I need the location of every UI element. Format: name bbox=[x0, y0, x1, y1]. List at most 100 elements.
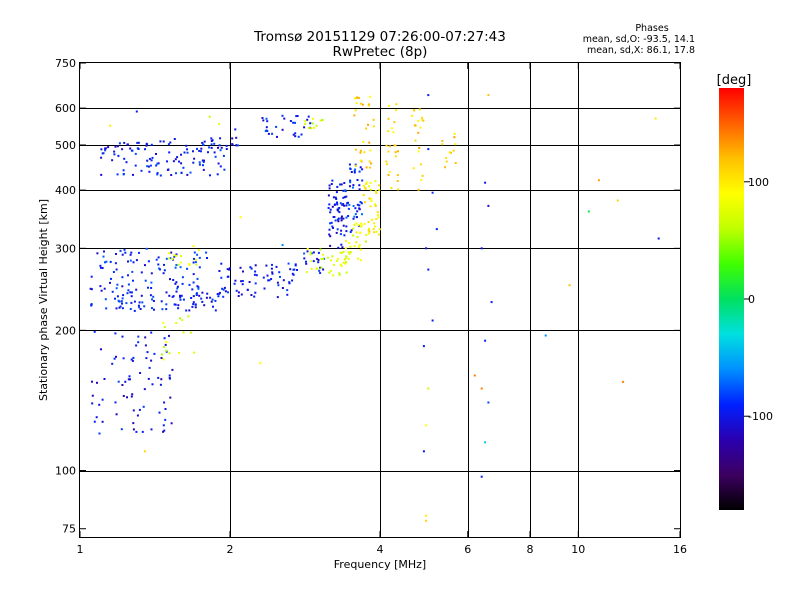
data-point bbox=[178, 351, 181, 354]
data-point bbox=[136, 141, 139, 144]
data-point bbox=[343, 182, 346, 184]
data-point bbox=[339, 183, 341, 186]
data-point bbox=[352, 186, 354, 189]
data-point bbox=[370, 200, 373, 202]
data-point bbox=[93, 420, 96, 423]
data-point bbox=[195, 263, 198, 266]
data-point bbox=[281, 128, 284, 131]
data-point bbox=[113, 153, 116, 156]
data-point bbox=[343, 234, 346, 237]
data-point bbox=[250, 294, 253, 296]
data-point bbox=[311, 117, 314, 120]
data-point bbox=[350, 229, 353, 232]
data-point bbox=[131, 359, 134, 362]
data-point bbox=[342, 250, 345, 253]
data-point bbox=[419, 163, 422, 166]
data-point bbox=[172, 295, 175, 298]
data-point bbox=[116, 283, 119, 286]
data-point bbox=[356, 210, 359, 213]
data-point bbox=[452, 149, 455, 152]
data-point bbox=[344, 189, 347, 192]
data-point bbox=[143, 305, 146, 308]
data-point bbox=[360, 102, 363, 105]
data-point bbox=[114, 297, 116, 300]
data-point bbox=[194, 261, 197, 264]
data-point bbox=[104, 147, 107, 150]
data-point bbox=[288, 281, 291, 284]
data-point bbox=[134, 164, 137, 167]
data-point bbox=[328, 228, 331, 231]
data-point bbox=[304, 123, 307, 126]
data-point bbox=[121, 335, 124, 338]
data-point bbox=[173, 303, 176, 306]
data-point bbox=[335, 198, 338, 200]
data-point bbox=[101, 398, 104, 401]
data-point bbox=[180, 153, 182, 156]
data-point bbox=[163, 326, 166, 329]
data-point bbox=[454, 162, 457, 164]
data-point bbox=[334, 203, 336, 206]
data-point bbox=[188, 263, 191, 265]
data-point bbox=[279, 275, 281, 278]
data-point bbox=[307, 126, 310, 129]
data-point bbox=[427, 148, 430, 151]
data-point bbox=[121, 297, 124, 300]
data-point bbox=[216, 173, 219, 176]
data-point bbox=[361, 179, 364, 182]
data-point bbox=[157, 263, 160, 266]
data-point bbox=[490, 301, 493, 304]
data-point bbox=[348, 203, 351, 206]
colorbar-label: [deg] bbox=[717, 73, 752, 88]
data-point bbox=[347, 257, 350, 260]
data-point bbox=[342, 196, 345, 199]
data-point bbox=[336, 259, 339, 262]
data-point bbox=[352, 234, 355, 237]
data-point bbox=[115, 268, 118, 271]
data-point bbox=[345, 255, 348, 258]
data-point bbox=[187, 315, 190, 318]
data-point bbox=[310, 252, 313, 255]
data-point bbox=[353, 171, 356, 174]
data-point bbox=[157, 162, 160, 165]
data-point bbox=[353, 114, 356, 117]
data-point bbox=[111, 362, 114, 365]
data-point bbox=[140, 169, 143, 172]
data-point bbox=[349, 181, 352, 184]
data-point bbox=[370, 218, 373, 221]
data-point bbox=[163, 337, 166, 340]
data-point bbox=[177, 307, 180, 310]
data-point bbox=[194, 258, 197, 261]
data-point bbox=[345, 204, 348, 207]
data-point bbox=[208, 146, 211, 149]
data-point bbox=[168, 252, 171, 255]
data-point bbox=[192, 281, 195, 284]
data-point bbox=[132, 261, 135, 264]
data-point bbox=[146, 351, 149, 354]
data-point bbox=[330, 221, 333, 224]
data-point bbox=[168, 257, 171, 260]
data-point bbox=[123, 141, 126, 144]
data-point bbox=[139, 372, 142, 374]
colorbar-tick-label: 100 bbox=[748, 176, 769, 189]
data-point bbox=[291, 279, 294, 282]
data-point bbox=[182, 166, 185, 169]
data-point bbox=[137, 335, 140, 338]
data-point bbox=[275, 265, 278, 268]
data-point bbox=[396, 180, 399, 182]
data-point bbox=[332, 274, 335, 277]
data-point bbox=[144, 344, 147, 347]
data-point bbox=[90, 288, 93, 291]
data-point bbox=[322, 268, 325, 271]
data-point bbox=[386, 163, 388, 166]
data-point bbox=[417, 120, 420, 122]
data-point bbox=[377, 216, 380, 219]
data-point bbox=[170, 422, 173, 425]
data-point bbox=[156, 162, 159, 165]
data-point bbox=[209, 296, 212, 299]
data-point bbox=[329, 208, 332, 211]
data-point bbox=[373, 203, 376, 206]
data-point bbox=[353, 223, 356, 226]
data-point bbox=[306, 250, 309, 253]
data-point bbox=[450, 151, 452, 154]
data-point bbox=[192, 295, 195, 298]
